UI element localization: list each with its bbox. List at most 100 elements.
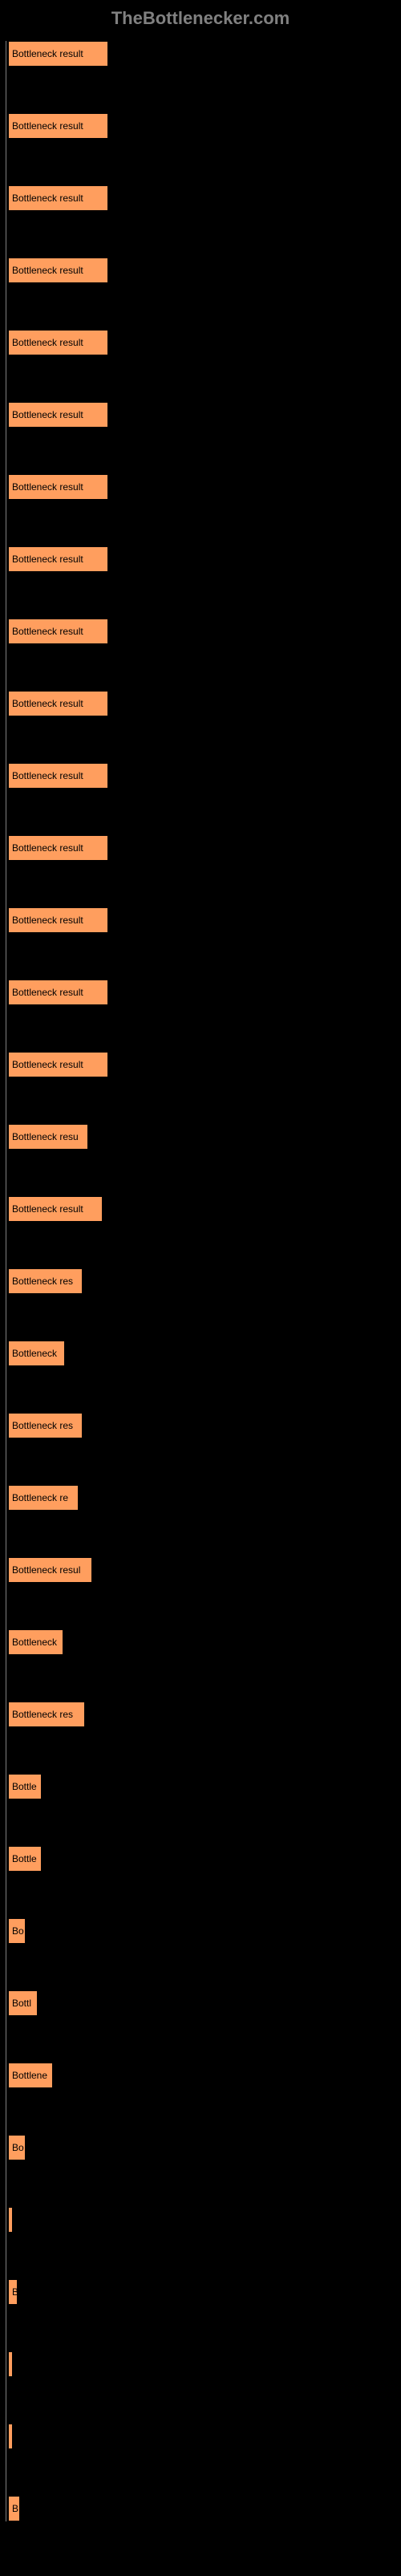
bar-row: B <box>8 2279 397 2305</box>
bar: Bottleneck resu <box>8 1124 88 1150</box>
bar: Bottlene <box>8 2063 53 2088</box>
bar-label: Bottleneck result <box>12 770 83 781</box>
bar: Bottleneck res <box>8 1413 83 1438</box>
bar: Bottleneck result <box>8 258 108 283</box>
bar-label: Bottleneck result <box>12 48 83 59</box>
bar-label: B <box>12 2503 18 2514</box>
bar-label: Bottleneck result <box>12 409 83 420</box>
bar-label: Bottleneck result <box>12 698 83 709</box>
bar-label: Bottleneck result <box>12 120 83 132</box>
bar-label: Bottleneck re <box>12 1492 68 1503</box>
bar <box>8 2207 13 2233</box>
bars-container: Bottleneck result Bottleneck result Bottle… <box>8 41 397 2521</box>
bar-label: Bottleneck result <box>12 915 83 926</box>
bar <box>8 2351 13 2377</box>
bar-row: Bottleneck re <box>8 1485 397 1511</box>
bar: Bottleneck result <box>8 980 108 1005</box>
bar: Bottleneck resul <box>8 1557 92 1583</box>
bar-label: Bottleneck resul <box>12 1564 80 1576</box>
bar: Bottleneck result <box>8 113 108 139</box>
bar: Bottleneck result <box>8 691 108 716</box>
bottleneck-chart: Bottleneck result Bottleneck result Bottle… <box>4 41 397 2521</box>
bar: B <box>8 2279 18 2305</box>
bar: Bottleneck res <box>8 1268 83 1294</box>
bar: Bottleneck result <box>8 1052 108 1077</box>
bar-label: Bottleneck resu <box>12 1131 79 1142</box>
bar-label: Bottl <box>12 1998 31 2009</box>
bar-row: B <box>8 2496 397 2521</box>
bar-row: Bottleneck result <box>8 330 397 355</box>
bar-label: Bottleneck result <box>12 1203 83 1215</box>
bar-label: Bo <box>12 1925 24 1937</box>
bar-row: Bottleneck resul <box>8 1557 397 1583</box>
bar-row: Bottleneck result <box>8 113 397 139</box>
bar-label: Bottleneck result <box>12 987 83 998</box>
bar: Bottleneck result <box>8 619 108 644</box>
bar: Bottle <box>8 1846 42 1872</box>
bar-row: Bottleneck result <box>8 835 397 861</box>
site-logo: TheBottlenecker.com <box>4 8 397 29</box>
bar: Bottleneck res <box>8 1702 85 1727</box>
bar-label: Bottleneck result <box>12 337 83 348</box>
bar-row: Bottleneck result <box>8 1196 397 1222</box>
bar-row <box>8 2424 397 2449</box>
bar-row: Bottleneck result <box>8 474 397 500</box>
bar-row: Bottleneck result <box>8 907 397 933</box>
bar-label: Bottleneck result <box>12 1059 83 1070</box>
bar: Bottleneck result <box>8 330 108 355</box>
bar-row: Bottleneck result <box>8 980 397 1005</box>
bar-row: Bottleneck res <box>8 1702 397 1727</box>
bar-label: Bottleneck result <box>12 265 83 276</box>
bar: Bottleneck result <box>8 402 108 428</box>
bar-label: Bottleneck res <box>12 1420 73 1431</box>
bar-row: Bottleneck resu <box>8 1124 397 1150</box>
bar-label: Bottleneck res <box>12 1709 73 1720</box>
bar-label: Bottleneck result <box>12 842 83 854</box>
bar: Bottl <box>8 1990 38 2016</box>
bar-label: Bottleneck res <box>12 1276 73 1287</box>
bar-row: Bottleneck result <box>8 691 397 716</box>
bar: Bottleneck <box>8 1629 63 1655</box>
bar: Bottleneck result <box>8 835 108 861</box>
bar-row: Bottleneck res <box>8 1413 397 1438</box>
bar: Bottleneck re <box>8 1485 79 1511</box>
bar-row: Bottleneck <box>8 1341 397 1366</box>
bar-row: Bottleneck result <box>8 619 397 644</box>
bar: Bo <box>8 1918 26 1944</box>
bar-label: Bottleneck result <box>12 193 83 204</box>
bar-row: Bottleneck result <box>8 185 397 211</box>
bar-row <box>8 2351 397 2377</box>
bar: Bottle <box>8 1774 42 1799</box>
bar-row: Bottleneck result <box>8 41 397 67</box>
bar: Bottleneck <box>8 1341 65 1366</box>
bar: Bottleneck result <box>8 1196 103 1222</box>
bar-row: Bottleneck result <box>8 1052 397 1077</box>
bar: Bottleneck result <box>8 474 108 500</box>
bar: Bottleneck result <box>8 546 108 572</box>
bar-row <box>8 2207 397 2233</box>
bar-label: Bottle <box>12 1853 37 1864</box>
bar-row: Bottlene <box>8 2063 397 2088</box>
bar-label: Bottleneck <box>12 1348 57 1359</box>
bar-row: Bottle <box>8 1846 397 1872</box>
bar-label: Bottle <box>12 1781 37 1792</box>
bar-label: Bottleneck result <box>12 481 83 493</box>
bar-label: Bottlene <box>12 2070 47 2081</box>
bar-row: Bottleneck result <box>8 402 397 428</box>
bar-label: Bottleneck <box>12 1637 57 1648</box>
bar-row: Bottleneck result <box>8 763 397 789</box>
bar: Bottleneck result <box>8 907 108 933</box>
bar-row: Bo <box>8 2135 397 2160</box>
bar-row: Bottleneck result <box>8 546 397 572</box>
bar-label: B <box>12 2286 18 2298</box>
bar: Bottleneck result <box>8 763 108 789</box>
bar-row: Bottl <box>8 1990 397 2016</box>
bar <box>8 2424 13 2449</box>
bar-row: Bottle <box>8 1774 397 1799</box>
bar-row: Bottleneck result <box>8 258 397 283</box>
bar-label: Bottleneck result <box>12 554 83 565</box>
bar-row: Bo <box>8 1918 397 1944</box>
bar: B <box>8 2496 20 2521</box>
bar-row: Bottleneck <box>8 1629 397 1655</box>
bar: Bo <box>8 2135 26 2160</box>
